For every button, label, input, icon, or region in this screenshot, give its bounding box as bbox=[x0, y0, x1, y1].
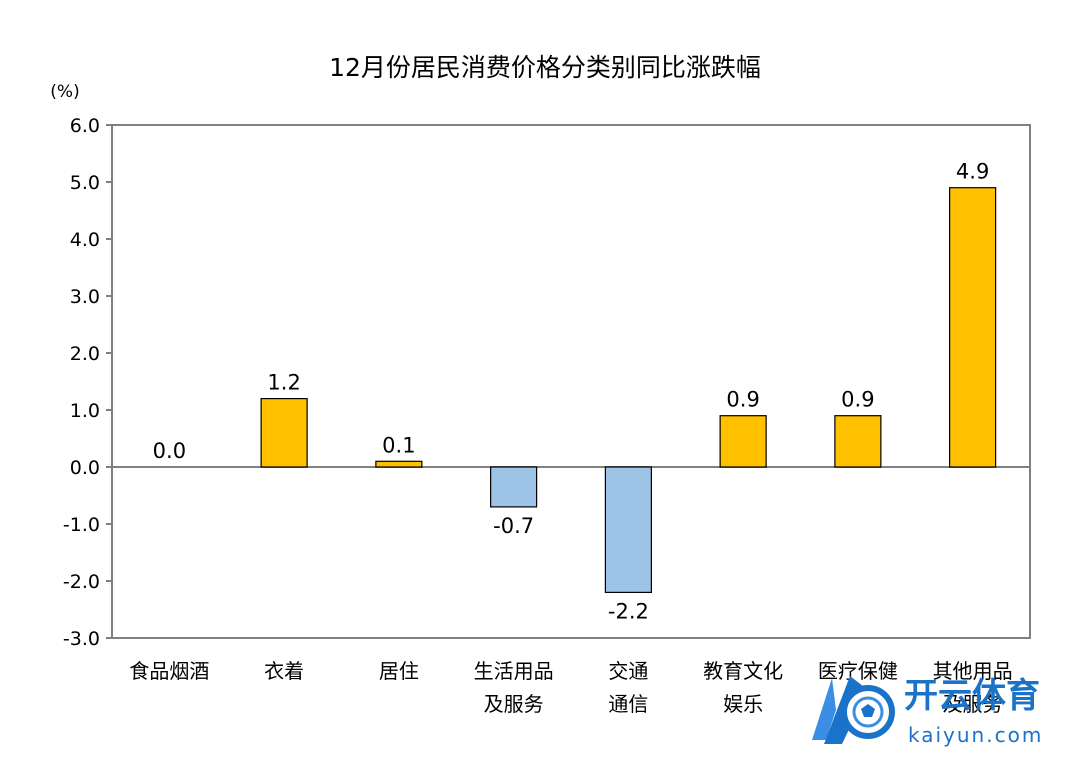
data-label: 1.2 bbox=[267, 371, 300, 395]
data-label: -2.2 bbox=[608, 599, 649, 623]
bar bbox=[604, 466, 652, 594]
bar bbox=[949, 187, 997, 468]
y-tick-label: 6.0 bbox=[70, 115, 100, 137]
y-tick-label: 1.0 bbox=[70, 400, 100, 422]
y-tick-label: 2.0 bbox=[70, 343, 100, 365]
y-tick-label: 3.0 bbox=[70, 286, 100, 308]
x-tick-label: 食品烟酒 bbox=[129, 659, 209, 683]
plot-area: 6.0 5.0 4.0 3.0 2.0 1.0 0.0 -1.0 -2.0 -3.0 0.0 食品烟酒… bbox=[63, 115, 1031, 716]
bar bbox=[719, 415, 767, 468]
x-tick-label: 居住 bbox=[379, 659, 419, 683]
x-tick-label: 及服务 bbox=[484, 692, 544, 716]
x-tick-label: 通信 bbox=[608, 692, 648, 716]
y-tick-label: -1.0 bbox=[63, 514, 100, 536]
data-label: 0.0 bbox=[153, 439, 186, 463]
data-label: 0.9 bbox=[841, 388, 874, 412]
data-label: 0.9 bbox=[726, 388, 759, 412]
bar bbox=[260, 398, 308, 468]
y-tick-label: 5.0 bbox=[70, 172, 100, 194]
plot-frame bbox=[111, 124, 1031, 639]
data-label: 4.9 bbox=[956, 160, 989, 184]
bar bbox=[490, 466, 538, 508]
x-tick-label: 教育文化 bbox=[703, 659, 783, 683]
x-tick-label: 及服务 bbox=[943, 692, 1003, 716]
watermark-domain-text: kaiyun.com bbox=[908, 723, 1043, 747]
chart-title: 12月份居民消费价格分类别同比涨跌幅 bbox=[329, 53, 761, 82]
data-label: 0.1 bbox=[382, 433, 415, 457]
y-tick-label: 0.0 bbox=[70, 457, 100, 479]
x-tick-label: 娱乐 bbox=[723, 692, 763, 716]
watermark-brand-text: 开云体育 bbox=[904, 676, 1040, 716]
x-tick-label: 生活用品 bbox=[474, 659, 554, 683]
y-axis-unit-label: (%) bbox=[50, 82, 79, 102]
x-tick-label: 衣着 bbox=[264, 659, 304, 683]
x-tick-label: 医疗保健 bbox=[818, 659, 898, 683]
x-tick-label: 交通 bbox=[608, 659, 648, 683]
bar bbox=[834, 415, 882, 468]
y-tick-label: -3.0 bbox=[63, 628, 100, 650]
y-tick-label: -2.0 bbox=[63, 571, 100, 593]
kaiyun-logo-icon bbox=[812, 676, 895, 744]
watermark: 开云体育 kaiyun.com bbox=[812, 676, 1043, 747]
bar bbox=[375, 460, 423, 468]
x-tick-label: 其他用品 bbox=[933, 659, 1013, 683]
data-label: -0.7 bbox=[493, 514, 534, 538]
y-tick-label: 4.0 bbox=[70, 229, 100, 251]
